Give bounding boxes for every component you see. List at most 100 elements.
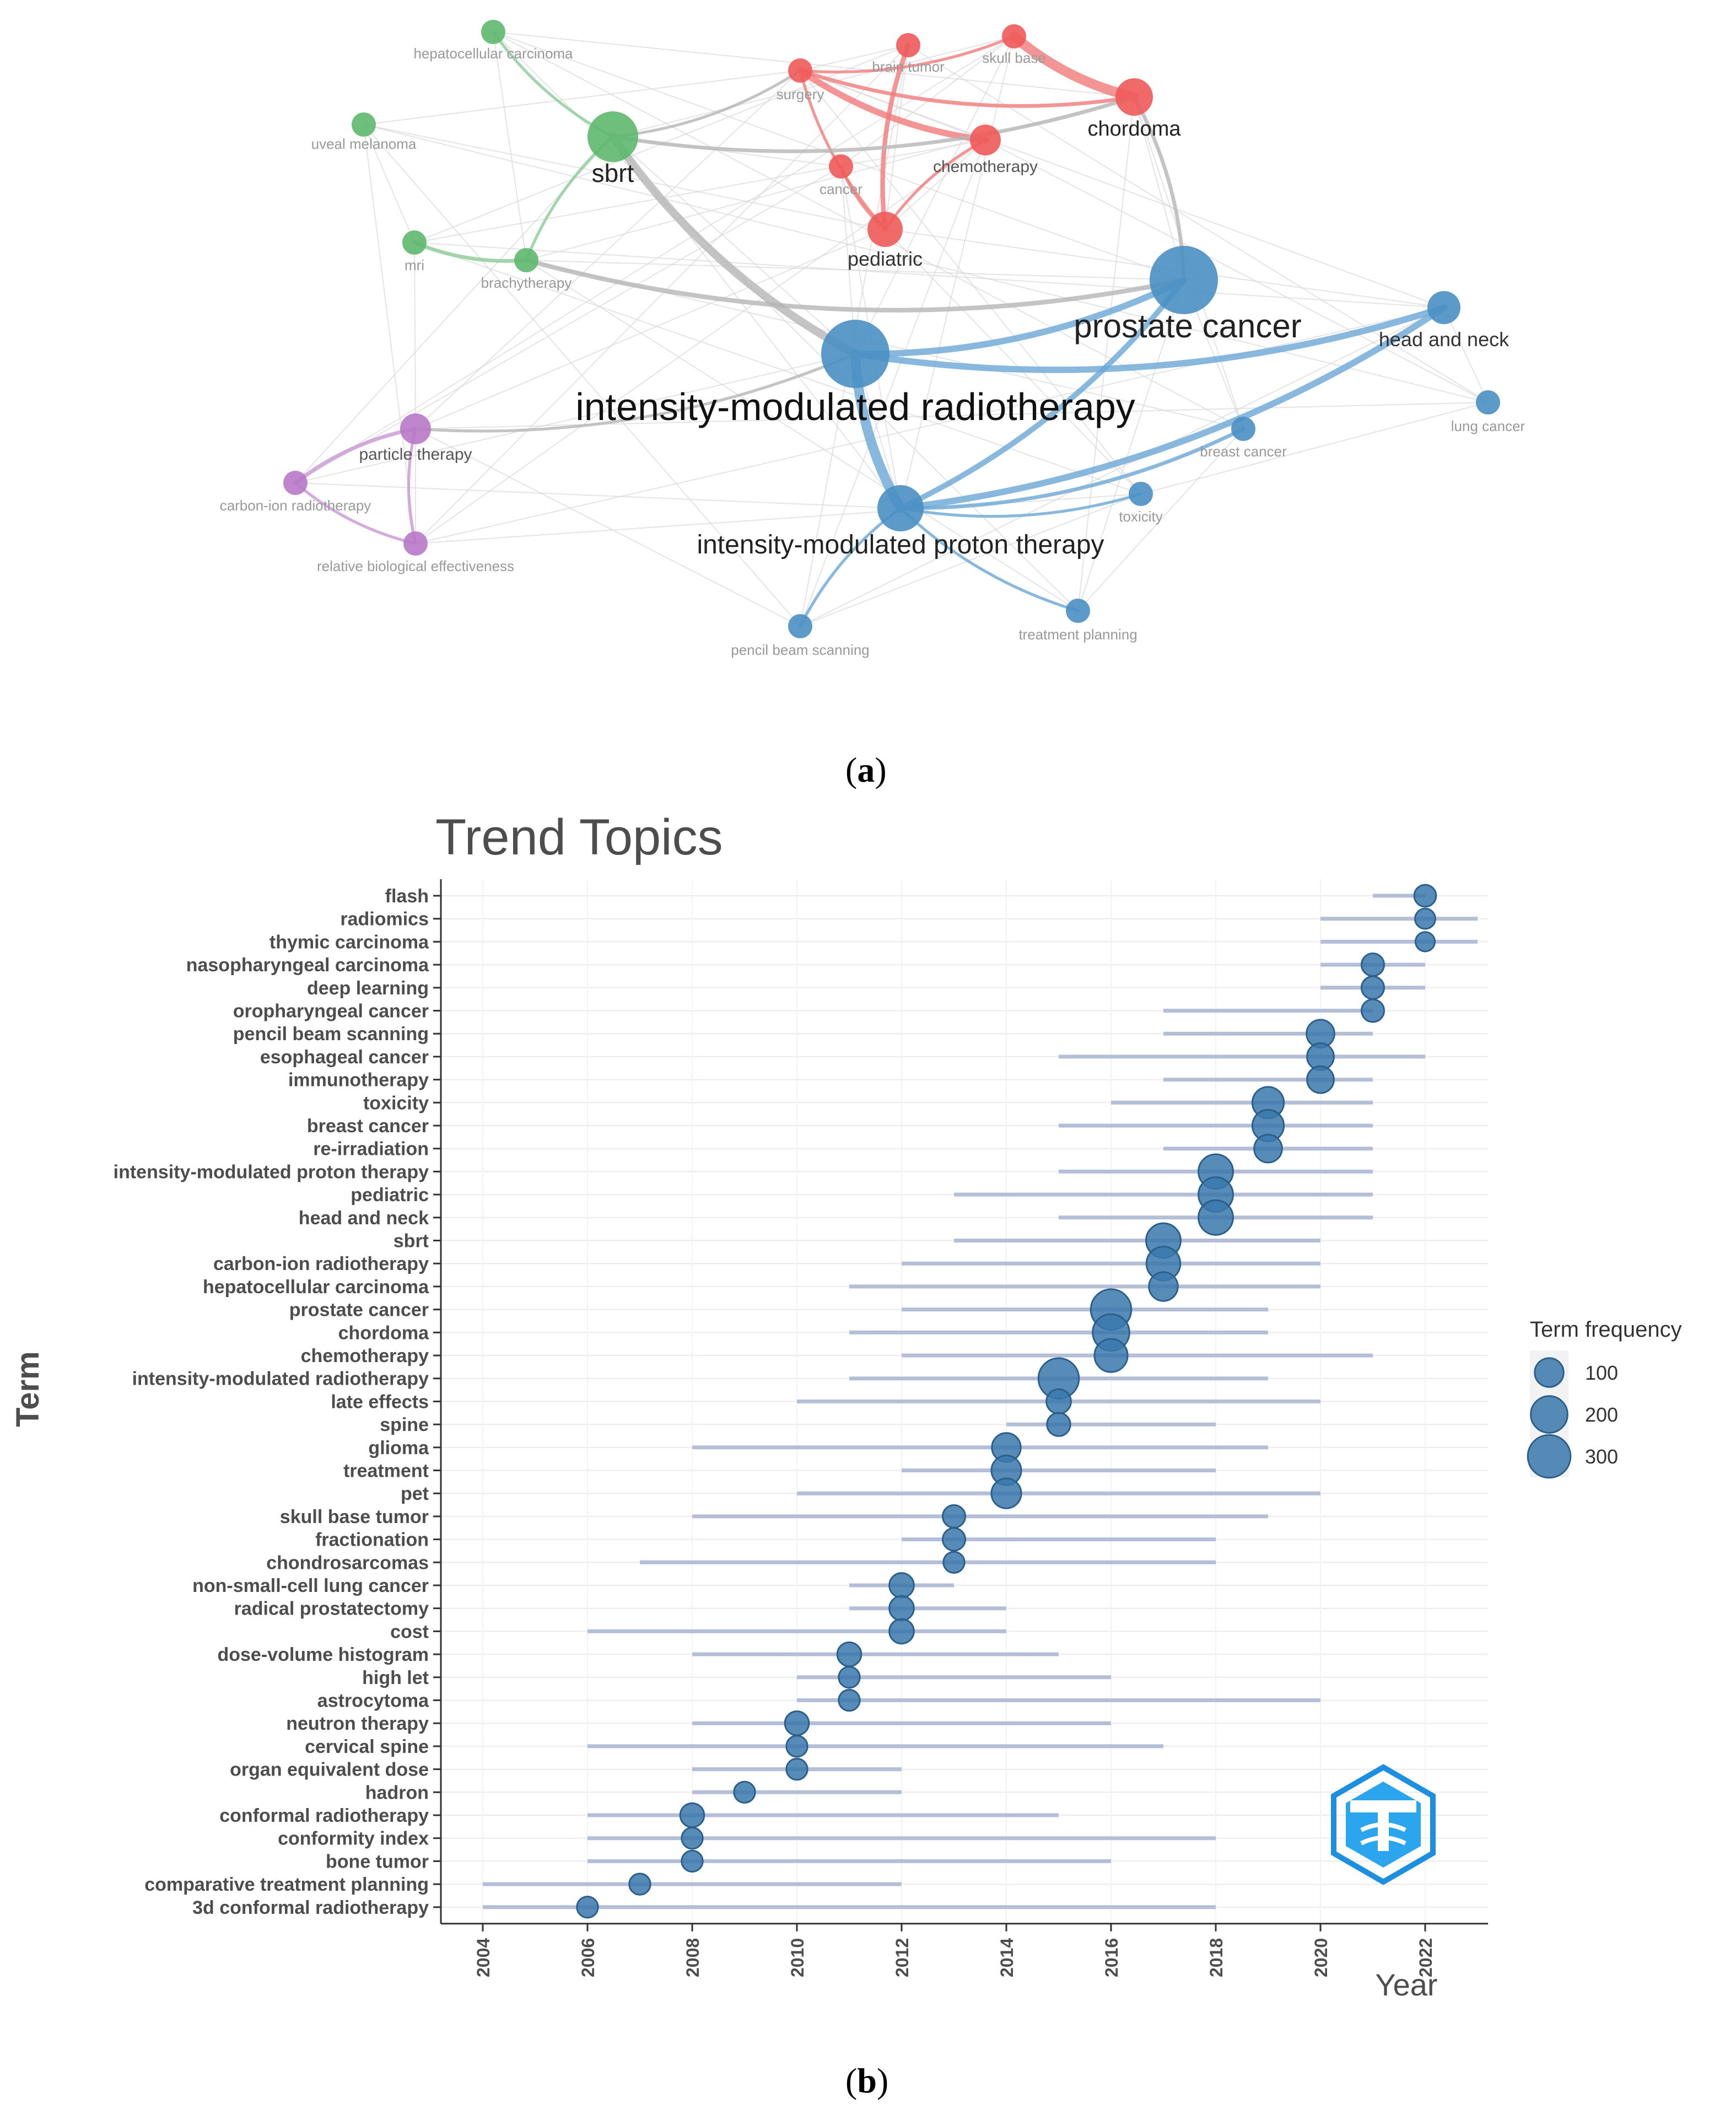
node-label-intensity-modulated-radiotherapy: intensity-modulated radiotherapy bbox=[575, 385, 1135, 428]
node-label-hepatocellular-carcinoma: hepatocellular carcinoma bbox=[413, 45, 573, 62]
background-link bbox=[885, 139, 986, 230]
x-tick-label: 2020 bbox=[1311, 1938, 1331, 1977]
node-label-brain-tumor: brain tumor bbox=[872, 58, 945, 75]
link-surgery-skull-base bbox=[799, 35, 1016, 74]
term-label-intensity-modulated-proton-therapy: intensity-modulated proton therapy bbox=[114, 1161, 429, 1182]
node-particle-therapy bbox=[400, 413, 431, 444]
node-intensity-modulated-proton-therapy bbox=[877, 485, 924, 531]
term-label-conformity-index: conformity index bbox=[278, 1828, 429, 1849]
term-label-pencil-beam-scanning: pencil beam scanning bbox=[233, 1024, 429, 1045]
x-tick-label: 2008 bbox=[683, 1938, 703, 1977]
background-link bbox=[363, 124, 416, 544]
term-label-conformal-radiotherapy: conformal radiotherapy bbox=[219, 1805, 429, 1826]
legend-label-300: 300 bbox=[1585, 1445, 1618, 1468]
node-surgery bbox=[788, 58, 812, 83]
link-skull-base-chordoma bbox=[1009, 31, 1139, 102]
network-chart: hepatocellular carcinoma uveal melanoma sb… bbox=[220, 20, 1525, 658]
y-axis-label: Term bbox=[10, 1351, 46, 1427]
link-intensity-modulated-radiotherapy-head-and-neck bbox=[852, 304, 1447, 373]
background-link bbox=[800, 45, 909, 71]
link-surgery-chordoma bbox=[798, 68, 1136, 108]
point-cost bbox=[888, 1618, 915, 1645]
background-link bbox=[415, 493, 1141, 544]
background-link bbox=[800, 493, 1141, 627]
node-uveal-melanoma bbox=[352, 112, 376, 137]
network-links bbox=[293, 30, 1447, 628]
node-pediatric bbox=[867, 212, 903, 247]
legend-key-300 bbox=[1527, 1434, 1572, 1479]
node-prostate-cancer bbox=[1150, 246, 1218, 314]
term-label-radiomics: radiomics bbox=[340, 909, 429, 930]
term-label-dose-volume-histogram: dose-volume histogram bbox=[217, 1644, 429, 1665]
chart-title: Trend Topics bbox=[435, 809, 723, 865]
background-link bbox=[295, 353, 856, 483]
term-label-astrocytoma: astrocytoma bbox=[317, 1691, 429, 1712]
link-sbrt-intensity-modulated-radiotherapy bbox=[608, 132, 860, 358]
node-label-breast-cancer: breast cancer bbox=[1200, 443, 1287, 460]
background-link bbox=[885, 45, 909, 230]
point-3d-conformal-radiotherapy bbox=[576, 1896, 599, 1919]
term-label-thymic-carcinoma: thymic carcinoma bbox=[269, 932, 429, 953]
node-treatment-planning bbox=[1066, 599, 1090, 623]
node-label-cancer: cancer bbox=[820, 181, 862, 197]
background-link bbox=[1140, 402, 1489, 494]
node-carbon-ion-radiotherapy bbox=[283, 471, 308, 495]
point-bone-tumor bbox=[681, 1849, 704, 1873]
point-hadron bbox=[733, 1780, 756, 1804]
point-organ-equivalent-dose bbox=[785, 1757, 808, 1781]
point-chemotherapy bbox=[1093, 1338, 1129, 1373]
x-tick-label: 2010 bbox=[788, 1938, 807, 1977]
background-link bbox=[526, 260, 1079, 611]
point-non-small-cell-lung-cancer bbox=[888, 1572, 915, 1599]
background-link bbox=[985, 139, 1489, 403]
node-label-particle-therapy: particle therapy bbox=[359, 445, 472, 464]
term-label-deep-learning: deep learning bbox=[307, 978, 429, 999]
logo-band bbox=[1350, 1800, 1416, 1812]
background-link bbox=[415, 307, 1444, 544]
link-intensity-modulated-proton-therapy-prostate-cancer bbox=[898, 277, 1187, 511]
x-tick-label: 2018 bbox=[1206, 1938, 1226, 1977]
node-label-relative-biological-effectiveness: relative biological effectiveness bbox=[317, 558, 514, 574]
point-skull-base-tumor bbox=[941, 1504, 967, 1529]
point-spine bbox=[1046, 1412, 1071, 1437]
node-toxicity bbox=[1129, 482, 1153, 506]
link-sbrt-chordoma bbox=[611, 95, 1136, 153]
term-label-high-let: high let bbox=[362, 1667, 429, 1688]
term-label-hepatocellular-carcinoma: hepatocellular carcinoma bbox=[203, 1277, 429, 1298]
background-link bbox=[363, 124, 415, 243]
logo-hexagon bbox=[1331, 1764, 1436, 1885]
node-label-treatment-planning: treatment planning bbox=[1018, 626, 1137, 643]
point-radiomics bbox=[1414, 907, 1436, 930]
node-skull-base bbox=[1002, 24, 1026, 49]
term-label-breast-cancer: breast cancer bbox=[307, 1116, 429, 1137]
background-link bbox=[900, 36, 1015, 509]
term-label-head-and-neck: head and neck bbox=[299, 1208, 429, 1229]
background-link bbox=[526, 260, 1184, 281]
term-label-3d-conformal-radiotherapy: 3d conformal radiotherapy bbox=[192, 1897, 429, 1918]
term-label-carbon-ion-radiotherapy: carbon-ion radiotherapy bbox=[213, 1253, 429, 1274]
link-brachytherapy-prostate-cancer bbox=[524, 257, 1187, 313]
point-thymic-carcinoma bbox=[1414, 931, 1436, 953]
point-head-and-neck bbox=[1198, 1199, 1234, 1236]
link-intensity-modulated-radiotherapy-prostate-cancer bbox=[852, 277, 1187, 357]
background-link bbox=[415, 229, 886, 429]
node-label-uveal-melanoma: uveal melanoma bbox=[311, 136, 417, 152]
term-label-radical-prostatectomy: radical prostatectomy bbox=[234, 1599, 429, 1620]
background-link bbox=[855, 36, 1015, 354]
node-label-head-and-neck: head and neck bbox=[1379, 328, 1509, 351]
background-link bbox=[415, 70, 801, 429]
background-link bbox=[493, 31, 527, 261]
link-intensity-modulated-proton-therapy-toxicity bbox=[899, 492, 1142, 518]
point-deep-learning bbox=[1360, 975, 1385, 1000]
node-label-prostate-cancer: prostate cancer bbox=[1074, 308, 1302, 345]
point-oropharyngeal-cancer bbox=[1360, 998, 1385, 1023]
node-label-brachytherapy: brachytherapy bbox=[481, 275, 572, 291]
watermark-logo bbox=[1331, 1764, 1436, 1885]
term-label-organ-equivalent-dose: organ equivalent dose bbox=[230, 1760, 429, 1780]
term-label-chemotherapy: chemotherapy bbox=[301, 1346, 429, 1366]
node-lung-cancer bbox=[1476, 390, 1500, 415]
node-label-pencil-beam-scanning: pencil beam scanning bbox=[731, 642, 870, 658]
point-fractionation bbox=[941, 1527, 967, 1552]
node-label-lung-cancer: lung cancer bbox=[1451, 418, 1525, 434]
